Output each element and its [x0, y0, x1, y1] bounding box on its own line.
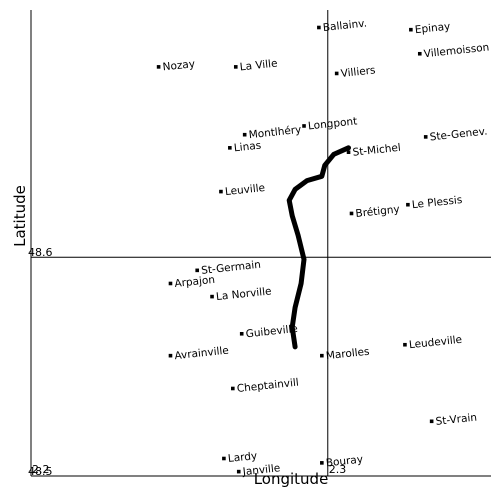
- place-marker: Ballainv.: [317, 17, 368, 34]
- place-marker: Nozay: [156, 58, 196, 73]
- place-label: St-Michel: [352, 142, 401, 159]
- place-label: Epinay: [414, 21, 451, 37]
- place-marker: Guibeville: [239, 323, 298, 340]
- place-label: Longpont: [307, 115, 357, 132]
- place-point: [302, 124, 306, 128]
- place-point: [349, 211, 354, 216]
- place-point: [429, 419, 434, 424]
- place-point: [168, 353, 173, 358]
- place-label: Avrainville: [174, 345, 229, 363]
- place-marker: Leuville: [219, 182, 266, 198]
- y-tick-label: 48.6: [28, 246, 53, 259]
- place-point: [417, 51, 422, 56]
- place-label: Brétigny: [355, 203, 400, 220]
- place-marker: St-Vrain: [429, 412, 478, 428]
- place-marker: La Norville: [210, 285, 272, 303]
- place-point: [239, 331, 244, 336]
- place-point: [334, 71, 339, 76]
- place-label: Lardy: [227, 450, 257, 465]
- place-marker: Villiers: [334, 64, 376, 80]
- place-marker: Janville: [236, 462, 281, 478]
- place-label: St-Vrain: [435, 412, 477, 428]
- place-label: Villiers: [340, 64, 376, 80]
- place-label: Arpajon: [174, 274, 216, 290]
- place-point: [195, 268, 199, 273]
- place-point: [219, 189, 223, 194]
- y-tick-label: 48.5: [28, 465, 53, 478]
- place-point: [156, 65, 161, 69]
- place-point: [210, 294, 214, 299]
- place-point: [233, 65, 238, 69]
- y-axis-label: Latitude: [11, 185, 29, 247]
- place-label: La Norville: [215, 285, 272, 303]
- place-marker: Le Plessis: [406, 194, 463, 211]
- place-point: [317, 25, 321, 30]
- place-label: Linas: [233, 140, 261, 155]
- place-point: [423, 135, 428, 139]
- place-point: [406, 202, 410, 207]
- place-label: Bouray: [325, 454, 363, 470]
- place-marker: Leudeville: [403, 334, 463, 352]
- place-point: [346, 150, 351, 155]
- x-axis-label: Longitude: [254, 470, 329, 488]
- place-marker: Avrainville: [168, 345, 229, 363]
- place-label: Ste-Genev.: [429, 125, 488, 143]
- place-point: [403, 342, 407, 347]
- place-marker: Montlhéry: [242, 124, 302, 141]
- place-point: [228, 146, 232, 150]
- place-label: Leudeville: [408, 334, 462, 352]
- place-point: [409, 27, 413, 32]
- place-marker: Marolles: [320, 346, 370, 363]
- place-point: [320, 353, 324, 358]
- x-tick-label: 2.2: [32, 463, 50, 476]
- place-marker: Epinay: [409, 21, 451, 37]
- place-point: [168, 281, 173, 286]
- place-marker: La Ville: [233, 58, 278, 74]
- place-point: [242, 132, 247, 137]
- place-marker: Bouray: [320, 454, 364, 470]
- place-label: Le Plessis: [411, 194, 462, 211]
- place-label: Nozay: [162, 58, 196, 73]
- place-label: La Ville: [239, 58, 278, 74]
- place-label: Marolles: [325, 346, 370, 363]
- place-marker: Arpajon: [168, 274, 216, 290]
- axes-group: [30, 10, 491, 477]
- place-marker: Lardy: [222, 450, 258, 465]
- place-marker: Brétigny: [349, 203, 400, 220]
- place-marker: Longpont: [302, 115, 358, 132]
- place-point: [320, 461, 324, 465]
- place-point: [236, 469, 241, 474]
- place-marker: Ste-Genev.: [423, 125, 488, 143]
- x-tick-label: 2.3: [329, 463, 347, 476]
- place-label: Ballainv.: [322, 17, 367, 34]
- place-marker: Linas: [228, 140, 262, 155]
- route-line: [286, 145, 351, 350]
- place-point: [222, 456, 226, 461]
- place-label: Janville: [241, 462, 281, 478]
- place-label: Leuville: [224, 182, 265, 198]
- place-marker: St-Michel: [346, 142, 401, 159]
- tick-labels-group: 2.2 2.3 48.5 48.6: [28, 246, 346, 478]
- route-group: [286, 145, 351, 350]
- place-label: Montlhéry: [248, 124, 302, 141]
- place-label: Guibeville: [245, 323, 298, 340]
- place-point: [231, 386, 235, 391]
